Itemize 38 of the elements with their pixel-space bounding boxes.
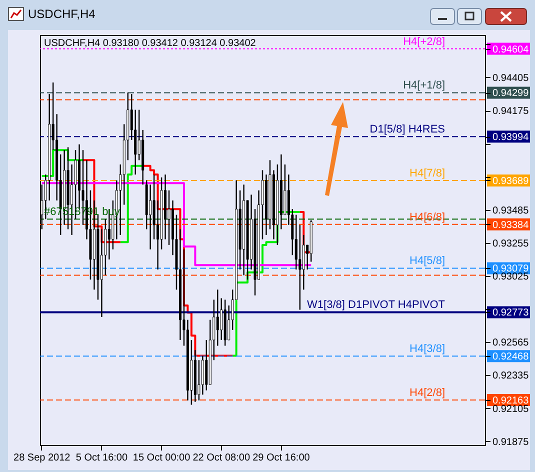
y-tick-label: 0.92773 [492,308,530,319]
ref-line-label: H4[2/8] [410,386,445,399]
candlestick [168,190,170,246]
y-tick-label: 0.92105 [492,404,530,415]
y-tick-label: 0.94299 [492,88,530,100]
candlestick [216,289,219,346]
x-tick-label: 15 Oct 00:00 [132,452,191,464]
annotation: USDCHF,H4 0.93180 0.93412 0.93124 0.93402 [44,38,256,49]
candlestick [149,184,152,250]
y-tick-label: 0.92565 [492,338,530,349]
ref-line-label: H4[3/8] [410,343,445,356]
y-tick-label: 0.93485 [492,205,530,216]
ref-line-label: H4[+2/8] [403,36,445,48]
chart-title: USDCHF,H4 [28,7,96,21]
ref-line-label: D1[5/8] H4RES [370,124,445,136]
candlestick [198,360,200,402]
candlestick [294,214,298,270]
y-tick-label: 0.94405 [492,72,530,84]
candlestick [220,298,223,341]
y-tick-label: 0.93689 [492,176,530,187]
y-tick-label: 0.93994 [492,132,530,144]
x-tick-label: 29 Oct 16:00 [252,452,310,464]
x-tick-label: 28 Sep 2012 [14,452,71,464]
y-tick-label: 0.94175 [492,106,530,118]
y-tick-label: 0.92468 [492,352,530,363]
y-tick-label: 0.93255 [492,238,530,250]
x-tick-label: 22 Oct 08:00 [192,452,250,464]
ref-line-label: H4[5/8] [410,255,445,268]
ref-line-label: W1[3/8] D1PIVOT H4PIVOT [307,299,446,312]
ref-line-label: H4[7/8] [410,167,445,180]
ref-line-label: H4[+1/8] [403,80,445,92]
y-tick-label: 0.93025 [492,271,530,282]
x-tick-label: 5 Oct 16:00 [76,452,128,464]
y-tick-label: 0.92163 [492,395,530,406]
y-tick-label: 0.92335 [492,370,530,382]
y-tick-label: 0.94604 [492,44,530,56]
y-tick-label: 0.93384 [492,220,530,231]
y-tick-label: 0.91875 [492,436,530,448]
